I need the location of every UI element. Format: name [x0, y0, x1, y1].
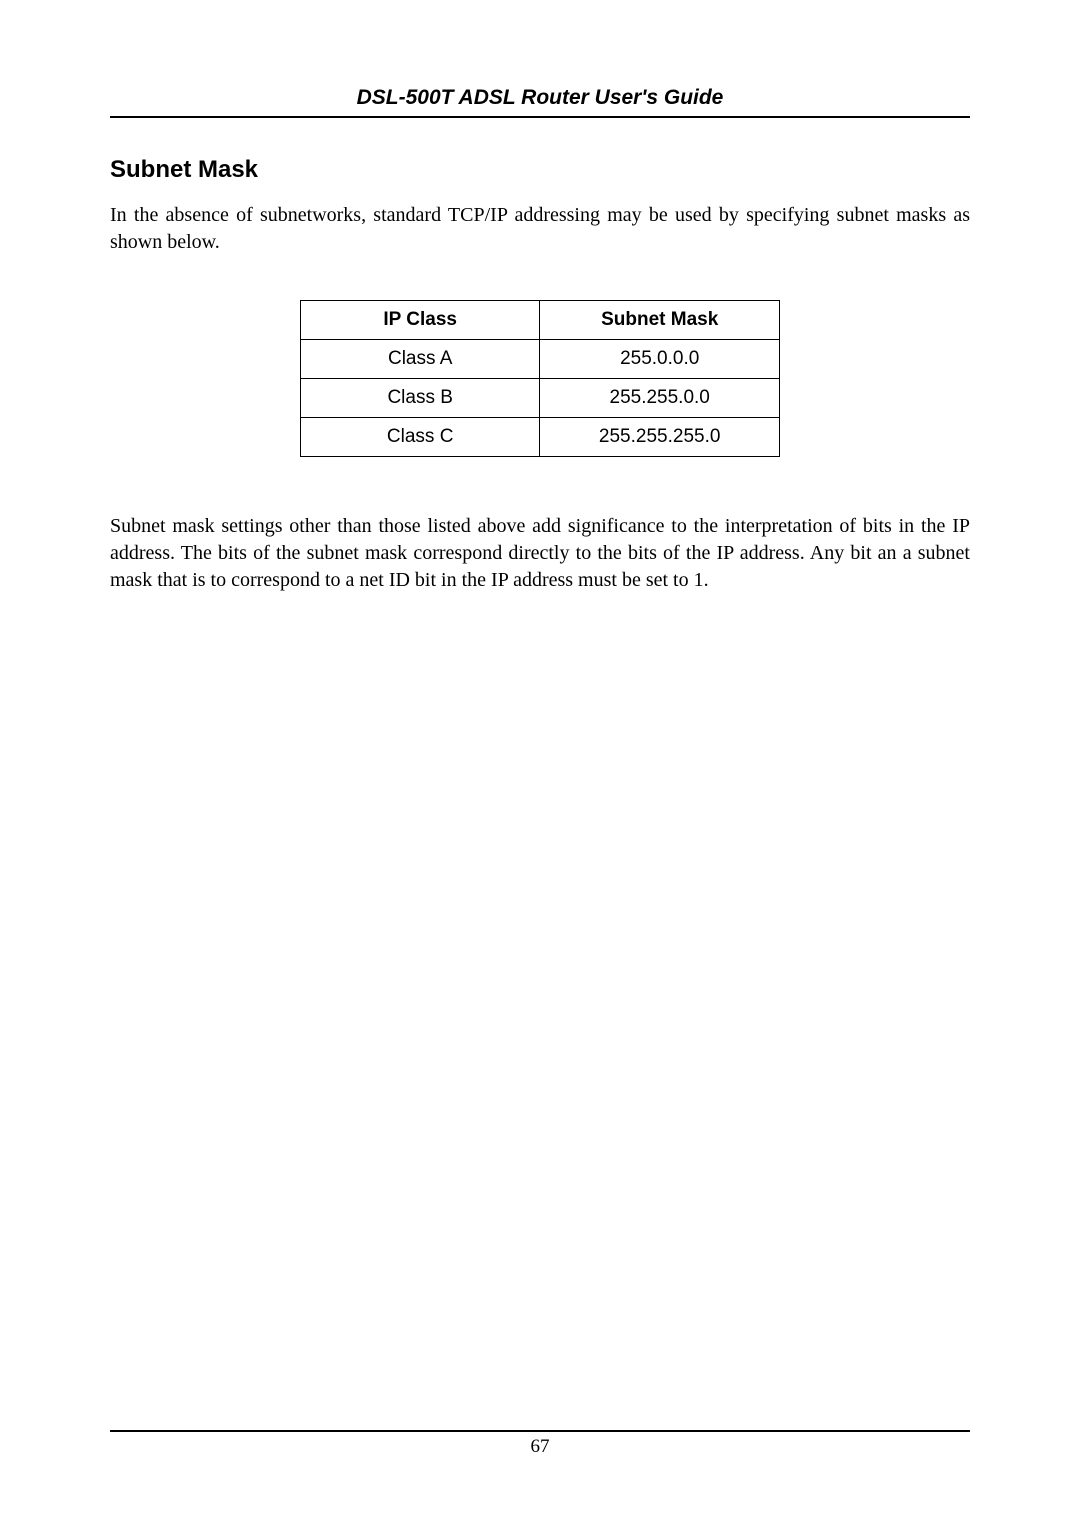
intro-paragraph: In the absence of subnetworks, standard …: [110, 202, 970, 256]
table-cell: 255.255.255.0: [540, 418, 780, 457]
table-row: Class A 255.0.0.0: [301, 340, 780, 379]
table-header-ip-class: IP Class: [301, 301, 540, 340]
page-number: 67: [110, 1436, 970, 1458]
table-cell: Class A: [301, 340, 540, 379]
section-heading: Subnet Mask: [110, 156, 970, 184]
subnet-mask-table: IP Class Subnet Mask Class A 255.0.0.0 C…: [300, 300, 780, 457]
footer-rule: [110, 1430, 970, 1432]
table-cell: 255.0.0.0: [540, 340, 780, 379]
table-row: Class C 255.255.255.0: [301, 418, 780, 457]
table-cell: 255.255.0.0: [540, 379, 780, 418]
document-header-title: DSL-500T ADSL Router User's Guide: [110, 86, 970, 116]
header-rule: [110, 116, 970, 118]
table-header-row: IP Class Subnet Mask: [301, 301, 780, 340]
page-footer: 67: [110, 1430, 970, 1458]
table-cell: Class B: [301, 379, 540, 418]
table-row: Class B 255.255.0.0: [301, 379, 780, 418]
table-header-subnet-mask: Subnet Mask: [540, 301, 780, 340]
body-paragraph: Subnet mask settings other than those li…: [110, 513, 970, 594]
table-cell: Class C: [301, 418, 540, 457]
page: DSL-500T ADSL Router User's Guide Subnet…: [0, 0, 1080, 1528]
